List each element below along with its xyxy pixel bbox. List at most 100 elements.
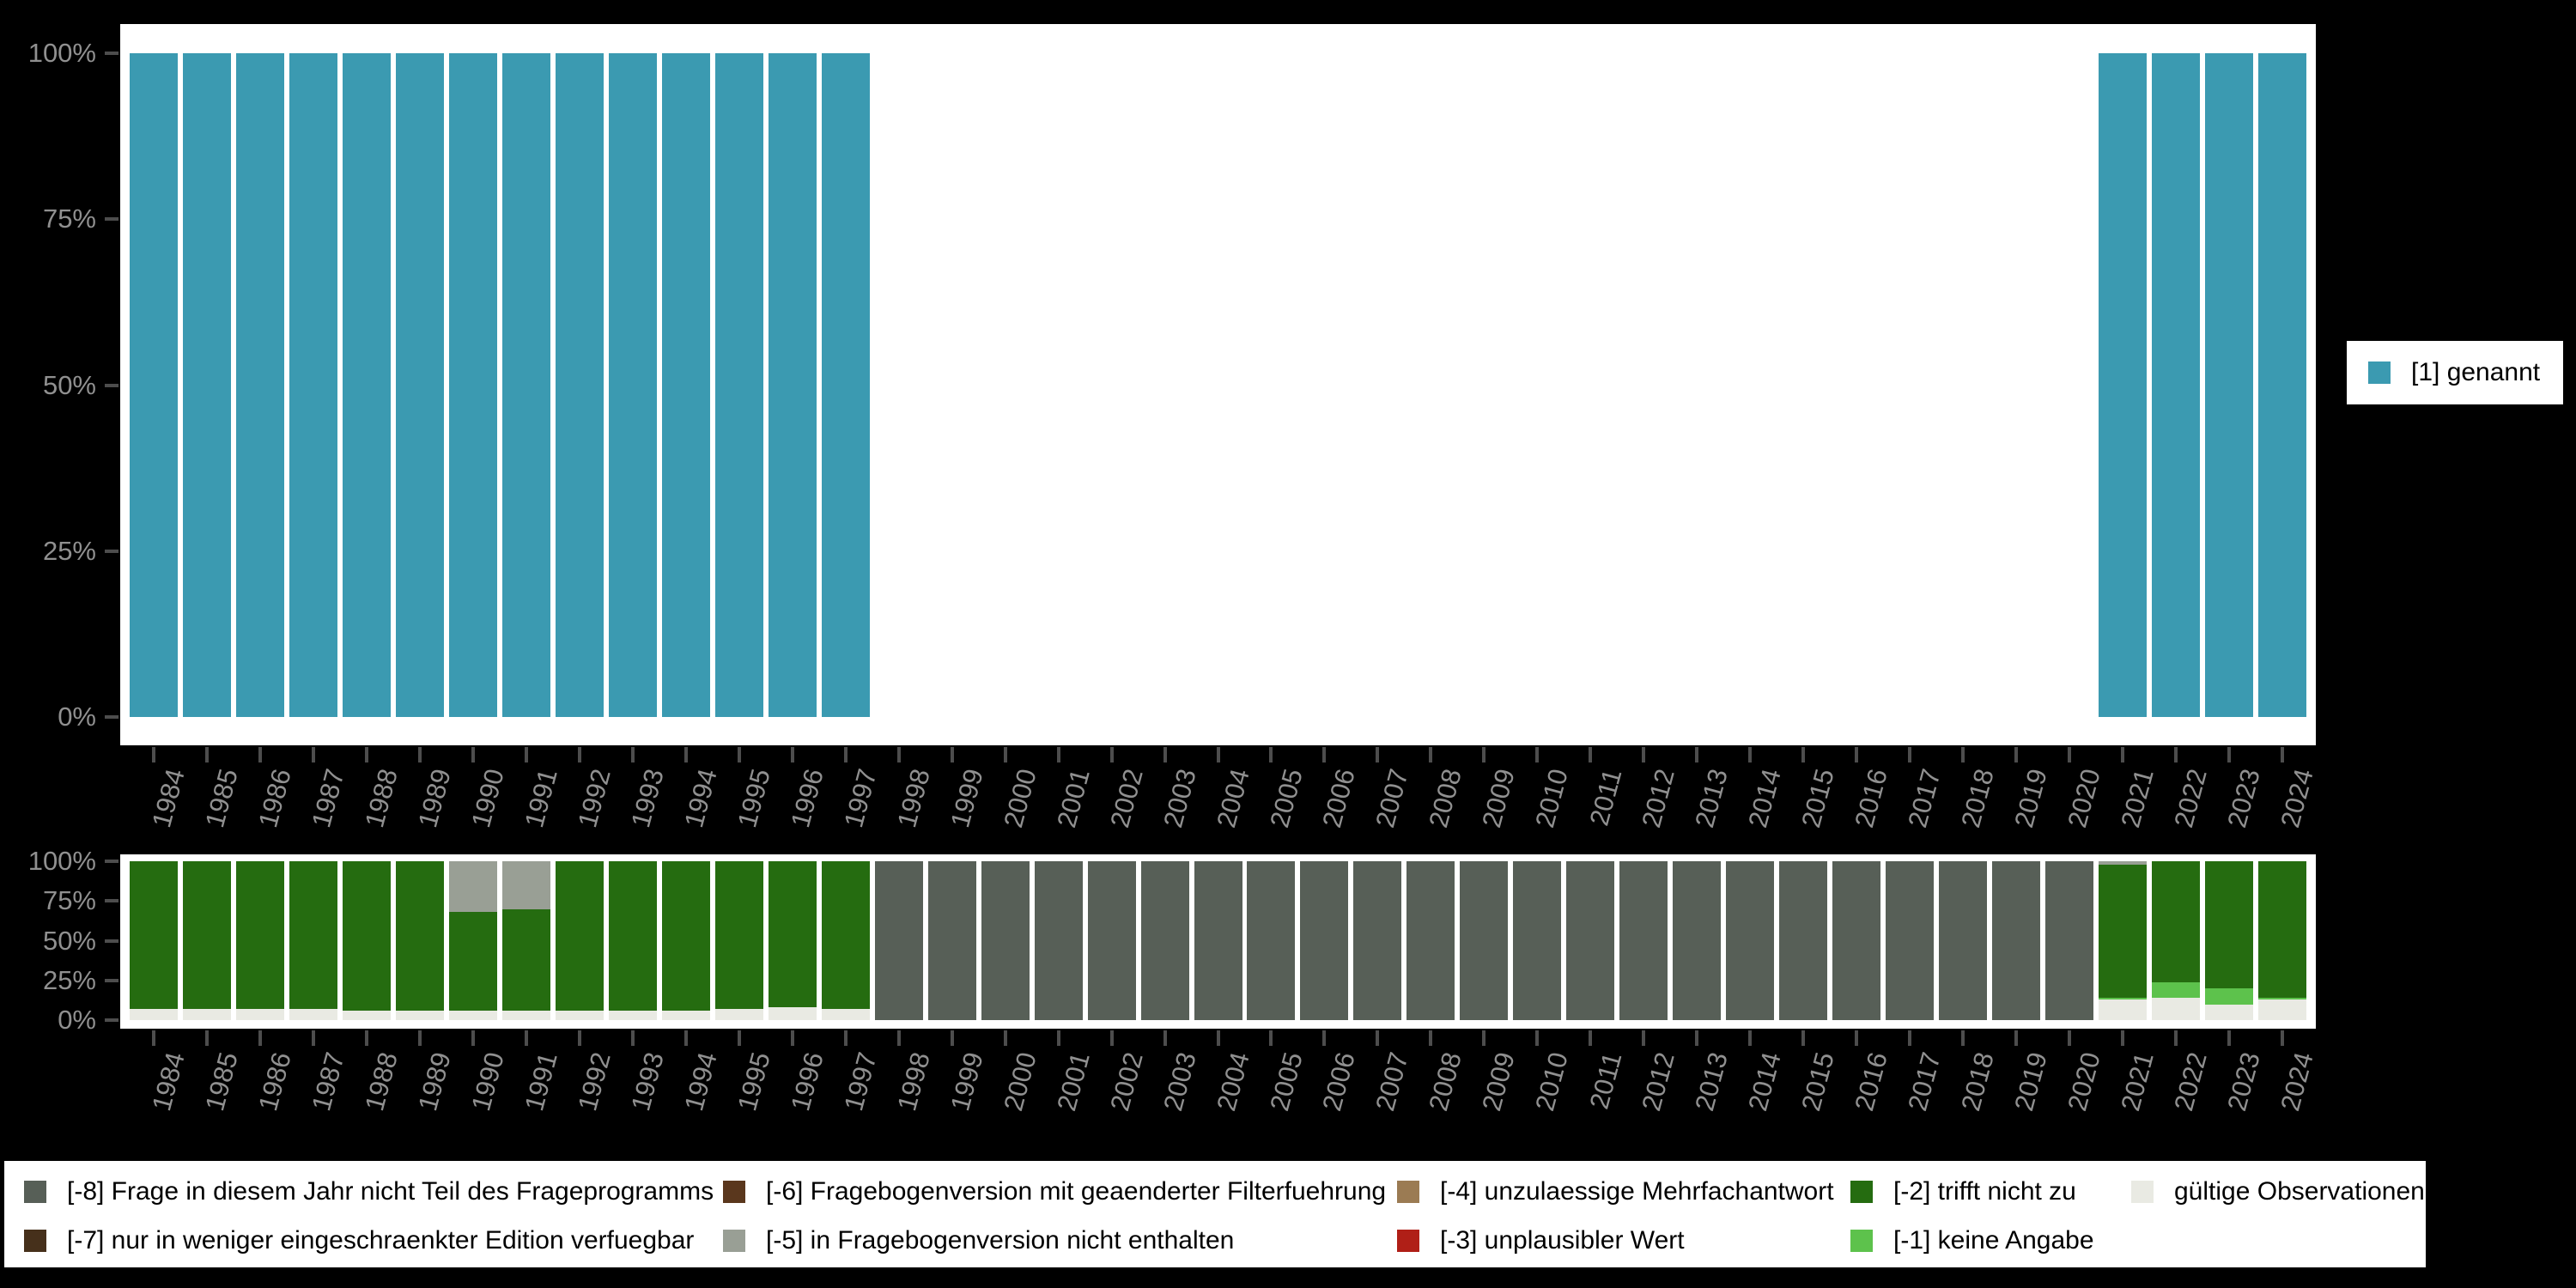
bar-segment-1991 bbox=[501, 53, 550, 717]
bar-segment-1993 bbox=[608, 1010, 657, 1020]
x-axis-label-text: 2002 bbox=[1103, 765, 1149, 831]
bar-segment-1995 bbox=[714, 1009, 763, 1020]
y-axis-label: 25% bbox=[42, 964, 96, 995]
m1-legend-label: [-1] keine Angabe bbox=[1893, 1226, 2094, 1255]
bar-segment-2010 bbox=[1513, 861, 1562, 1020]
bar-segment-1988 bbox=[342, 1010, 391, 1020]
x-axis-label-text: 2008 bbox=[1423, 765, 1468, 831]
bar-segment-2024 bbox=[2258, 998, 2306, 999]
bar-segment-2003 bbox=[1140, 861, 1189, 1020]
x-axis-tick bbox=[1535, 1030, 1540, 1046]
x-axis-label-text: 1993 bbox=[624, 1048, 670, 1115]
bar-segment-1997 bbox=[821, 861, 870, 1010]
x-axis-tick bbox=[790, 747, 794, 762]
x-axis-label-text: 2005 bbox=[1263, 1048, 1309, 1115]
x-axis-tick bbox=[1695, 1030, 1699, 1046]
x-axis-tick bbox=[683, 1030, 688, 1046]
x-axis-label-text: 1989 bbox=[412, 765, 457, 831]
x-axis-label-text: 2013 bbox=[1689, 1048, 1735, 1115]
x-axis-tick bbox=[1163, 1030, 1167, 1046]
x-axis-label-text: 2007 bbox=[1370, 1048, 1415, 1115]
y-axis-label: 75% bbox=[42, 204, 96, 234]
x-axis-label-text: 1985 bbox=[199, 1048, 244, 1115]
bar-segment-2022 bbox=[2152, 981, 2201, 999]
bar-segment-2024 bbox=[2258, 861, 2306, 999]
x-axis-label-text: 2013 bbox=[1689, 765, 1735, 831]
x-axis-tick bbox=[2227, 747, 2232, 762]
bar-segment-1992 bbox=[555, 53, 604, 717]
bar-segment-2001 bbox=[1034, 861, 1083, 1020]
bar-segment-1991 bbox=[501, 861, 550, 909]
x-axis-tick bbox=[2281, 747, 2284, 762]
bar-segment-1990 bbox=[448, 53, 497, 717]
bar-segment-2007 bbox=[1353, 861, 1402, 1020]
x-axis-label-text: 1992 bbox=[571, 765, 617, 831]
y-axis-label: 25% bbox=[42, 535, 96, 566]
x-axis-tick bbox=[151, 1030, 155, 1046]
x-axis-label-text: 2022 bbox=[2168, 1048, 2213, 1115]
x-axis-label-text: 2003 bbox=[1157, 765, 1202, 831]
y-axis-label: 0% bbox=[58, 1005, 96, 1035]
bar-segment-2012 bbox=[1619, 861, 1668, 1020]
bar-segment-1988 bbox=[342, 861, 391, 1011]
x-axis-tick bbox=[364, 1030, 368, 1046]
x-axis-tick bbox=[896, 1030, 901, 1046]
x-axis-label-text: 2002 bbox=[1103, 1048, 1149, 1115]
x-axis-tick bbox=[1535, 747, 1540, 762]
bar-segment-1994 bbox=[661, 861, 710, 1011]
x-axis-label-text: 2023 bbox=[2221, 765, 2266, 831]
bottom-legend: [-8] Frage in diesem Jahr nicht Teil des… bbox=[4, 1161, 2426, 1267]
bar-segment-1987 bbox=[289, 861, 337, 1010]
bar-segment-2006 bbox=[1300, 861, 1349, 1020]
x-axis-tick bbox=[737, 747, 741, 762]
m4-legend-swatch-icon bbox=[1397, 1181, 1419, 1203]
x-axis-tick bbox=[2014, 1030, 2019, 1046]
x-axis-tick bbox=[896, 747, 901, 762]
x-axis-label-text: 1987 bbox=[306, 1048, 350, 1115]
y-axis-label: 100% bbox=[27, 38, 96, 68]
x-axis-tick bbox=[1322, 747, 1327, 762]
y-axis-tick bbox=[105, 549, 118, 553]
y-axis-tick bbox=[105, 978, 118, 982]
bar-segment-1984 bbox=[129, 1009, 178, 1020]
x-axis-label-text: 2003 bbox=[1157, 1048, 1202, 1115]
bar-segment-2022 bbox=[2152, 53, 2201, 717]
x-axis-tick bbox=[1855, 1030, 1859, 1046]
x-axis-label-text: 2018 bbox=[1955, 765, 2000, 831]
m3-legend-swatch-icon bbox=[1397, 1230, 1419, 1252]
x-axis-label-text: 1998 bbox=[890, 1048, 936, 1115]
bar-segment-1993 bbox=[608, 861, 657, 1011]
x-axis-label-text: 2015 bbox=[1795, 765, 1841, 831]
x-axis-label-text: 1984 bbox=[146, 765, 191, 831]
bar-segment-2009 bbox=[1460, 861, 1509, 1020]
x-axis-tick bbox=[843, 747, 848, 762]
x-axis-tick bbox=[204, 747, 209, 762]
bar-segment-1995 bbox=[714, 53, 763, 717]
x-axis-label-text: 1988 bbox=[359, 1048, 404, 1115]
x-axis-tick bbox=[417, 747, 422, 762]
bar-segment-2020 bbox=[2045, 861, 2094, 1020]
bar-segment-1989 bbox=[395, 1010, 444, 1020]
x-axis-label-text: 1990 bbox=[465, 765, 510, 831]
x-axis-tick bbox=[524, 1030, 528, 1046]
m4-legend-label: [-4] unzulaessige Mehrfachantwort bbox=[1440, 1177, 1834, 1206]
m6-legend-label: [-6] Fragebogenversion mit geaenderter F… bbox=[766, 1177, 1387, 1206]
x-axis-tick bbox=[1109, 1030, 1114, 1046]
y-axis-tick bbox=[105, 383, 118, 387]
bar-segment-1992 bbox=[555, 861, 604, 1011]
bar-segment-2015 bbox=[1779, 861, 1828, 1020]
x-axis-tick bbox=[417, 1030, 422, 1046]
x-axis-tick bbox=[2121, 1030, 2125, 1046]
bar-segment-2022 bbox=[2152, 861, 2201, 982]
bar-segment-2023 bbox=[2205, 988, 2254, 1005]
bar-segment-1989 bbox=[395, 53, 444, 717]
bar-segment-2023 bbox=[2205, 1004, 2254, 1020]
x-axis-tick bbox=[1056, 1030, 1060, 1046]
x-axis-label-text: 1985 bbox=[199, 765, 244, 831]
bar-segment-2021 bbox=[2099, 53, 2148, 717]
y-axis-label: 75% bbox=[42, 885, 96, 916]
x-axis-tick bbox=[1482, 1030, 1486, 1046]
x-axis-tick bbox=[1908, 1030, 1912, 1046]
bar-segment-2005 bbox=[1247, 861, 1296, 1020]
